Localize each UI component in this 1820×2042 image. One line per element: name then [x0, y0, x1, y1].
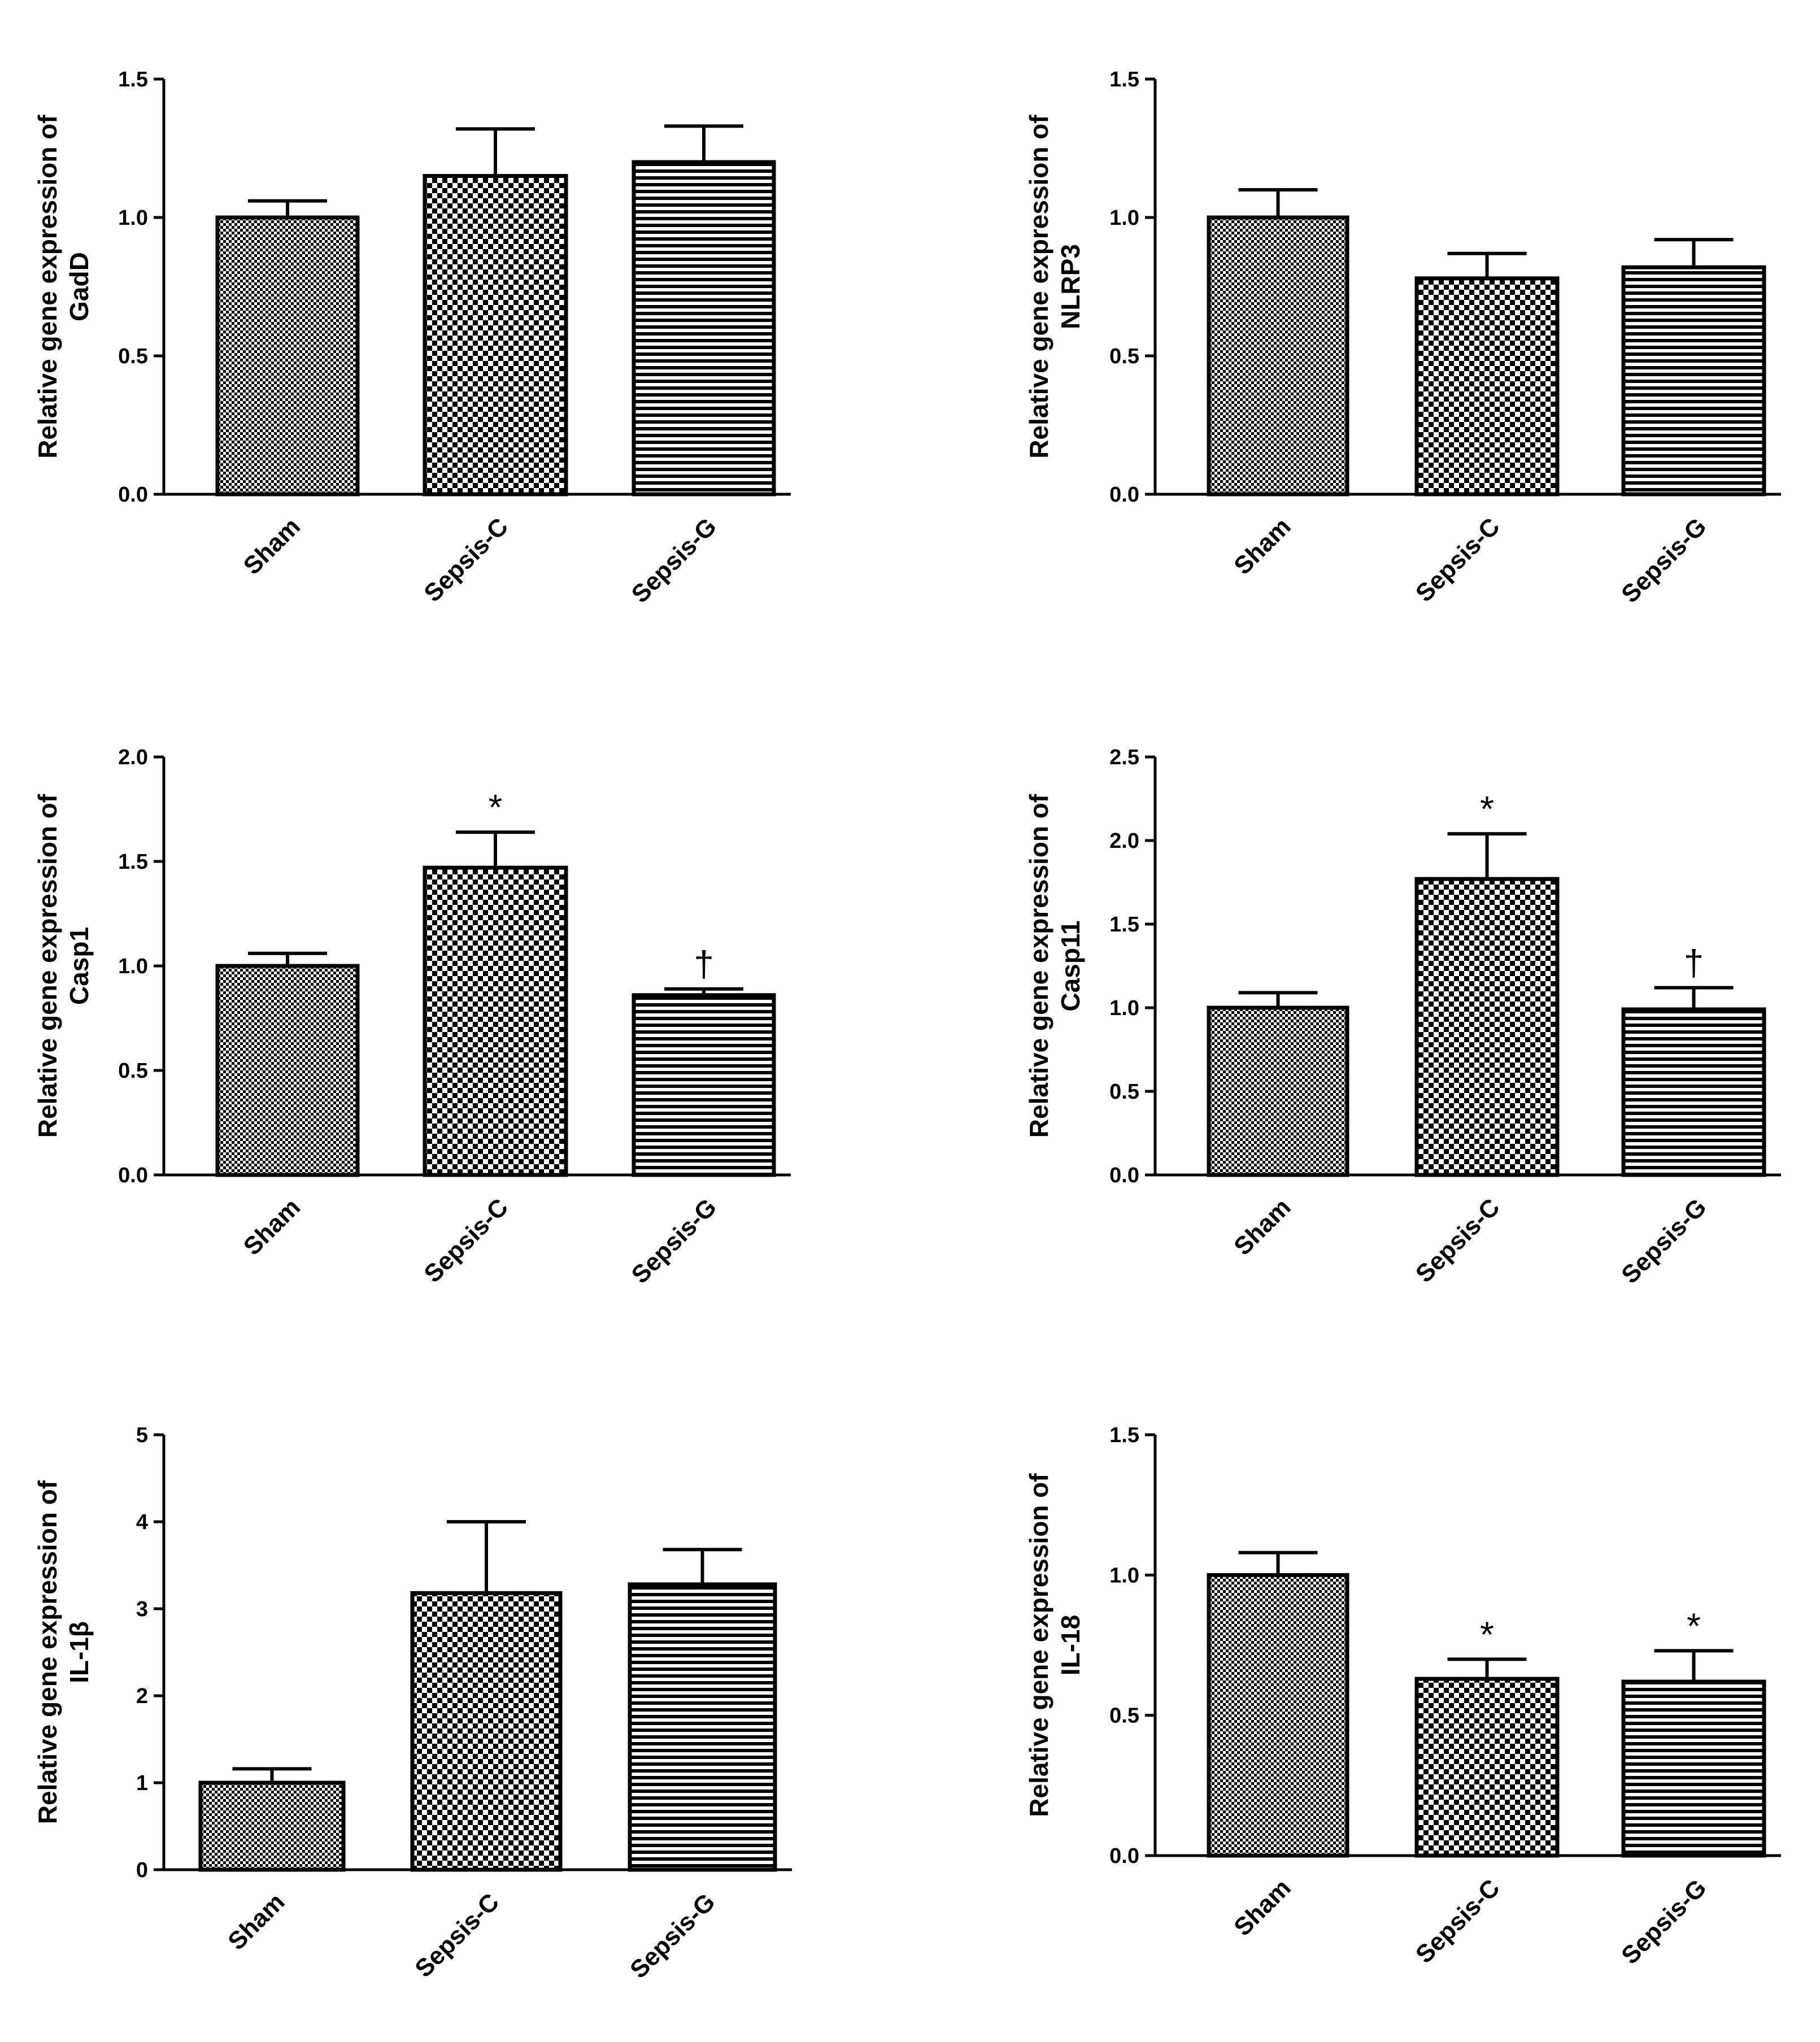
y-tick-label: 3	[136, 1597, 148, 1621]
y-axis-title: Relative gene expression ofIL-18	[1024, 1473, 1085, 1817]
y-tick-label: 2.0	[1109, 829, 1139, 853]
y-tick-label: 0.0	[1109, 1164, 1139, 1187]
category-label: Sepsis-C	[1410, 1874, 1505, 1969]
category-label: Sepsis-G	[1616, 512, 1712, 608]
y-axis-title-line: GadD	[64, 252, 94, 321]
category-label: Sepsis-C	[410, 1888, 504, 1983]
category-label: Sham	[223, 1888, 290, 1955]
category-label: Sham	[238, 1193, 306, 1260]
category-label: Sepsis-C	[1410, 1193, 1505, 1288]
y-tick-label: 1	[136, 1771, 148, 1795]
bar-sepsis-c	[423, 865, 568, 1177]
y-tick-label: 0	[136, 1858, 148, 1882]
y-tick-label: 1.0	[1109, 996, 1139, 1020]
y-axis-title-line: Relative gene expression of	[1024, 115, 1053, 459]
bar-sham	[1207, 1573, 1349, 1858]
category-label: Sepsis-C	[419, 512, 513, 607]
y-tick-label: 2.5	[1109, 746, 1139, 769]
y-axis-title: Relative gene expression ofNLRP3	[1024, 115, 1085, 459]
chart-panel-5: 0 1 2 3 4 5 Relative gene expression ofIL-1β Sh…	[33, 1423, 792, 1984]
y-tick-label: 0.5	[1109, 1704, 1139, 1728]
category-label: Sepsis-C	[419, 1193, 513, 1288]
bar-sham	[215, 964, 360, 1177]
y-axis-title: Relative gene expression ofCasp1	[33, 794, 94, 1138]
chart-panel-2: 0.0 0.5 1.0 1.5 Relative gene expression ofN…	[1024, 68, 1781, 608]
significance-marker: †	[694, 944, 714, 985]
bar-sepsis-c	[1414, 276, 1560, 497]
y-tick-label: 1.5	[1109, 913, 1139, 937]
bar-sepsis-c	[1414, 1677, 1560, 1858]
bar-sepsis-g	[1621, 265, 1766, 497]
y-tick-label: 1.0	[1109, 206, 1139, 230]
y-axis-title-line: Relative gene expression of	[33, 115, 62, 459]
y-axis-title-line: IL-18	[1056, 1615, 1085, 1675]
y-tick-label: 0.5	[1109, 1080, 1139, 1104]
y-axis-title-line: Relative gene expression of	[33, 1480, 62, 1824]
y-tick-label: 1.5	[118, 850, 148, 874]
y-axis-title: Relative gene expression ofIL-1β	[33, 1480, 94, 1824]
y-tick-label: 4	[136, 1510, 148, 1534]
y-tick-label: 0.5	[118, 1059, 148, 1083]
category-label: Sepsis-G	[626, 512, 722, 608]
y-tick-label: 0.0	[118, 1164, 148, 1187]
y-axis-title-line: Casp1	[64, 927, 94, 1005]
y-tick-label: 1.0	[1109, 1564, 1139, 1587]
y-axis-title-line: Relative gene expression of	[1024, 1473, 1053, 1817]
category-label: Sepsis-G	[626, 1193, 722, 1289]
y-tick-label: 2.0	[118, 746, 148, 769]
y-axis-title-line: Relative gene expression of	[1024, 794, 1053, 1138]
category-label: Sham	[238, 512, 306, 580]
y-tick-label: 0.0	[1109, 1844, 1139, 1868]
y-axis-title-line: Relative gene expression of	[33, 794, 62, 1138]
chart-panel-6: 0.0 0.5 1.0 1.5 Relative gene expression ofI…	[1024, 1423, 1781, 1970]
y-tick-label: 5	[136, 1423, 148, 1447]
chart-panel-4: 0.0 0.5 1.0 1.5 2.0 2.5 Relative gene expressi…	[1024, 746, 1781, 1289]
y-axis-title-line: Casp11	[1056, 920, 1085, 1011]
significance-marker: †	[1684, 942, 1704, 983]
bar-sepsis-c	[423, 174, 568, 497]
bar-sham	[198, 1780, 346, 1872]
y-tick-label: 0.5	[118, 345, 148, 368]
y-axis-title: Relative gene expression ofCasp11	[1024, 794, 1085, 1138]
y-axis-title-line: NLRP3	[1056, 244, 1085, 329]
y-tick-label: 2	[136, 1684, 148, 1708]
y-tick-label: 1.0	[118, 206, 148, 230]
category-label: Sham	[1229, 512, 1296, 580]
bar-sham	[215, 215, 360, 497]
significance-marker: *	[489, 787, 503, 828]
significance-marker: *	[1480, 789, 1494, 829]
y-tick-label: 1.5	[1109, 1423, 1139, 1447]
y-tick-label: 0.0	[1109, 483, 1139, 507]
y-tick-label: 1.5	[1109, 68, 1139, 92]
y-tick-label: 1.5	[118, 68, 148, 92]
category-label: Sham	[1229, 1193, 1296, 1260]
y-axis-title: Relative gene expression ofGadD	[33, 115, 94, 459]
category-label: Sepsis-C	[1410, 512, 1505, 607]
bar-sepsis-c	[1414, 877, 1560, 1177]
category-label: Sepsis-G	[1616, 1874, 1712, 1970]
bar-sepsis-g	[628, 1582, 777, 1872]
significance-marker: *	[1480, 1614, 1494, 1655]
category-label: Sepsis-G	[1616, 1193, 1712, 1289]
bar-sham	[1207, 1005, 1349, 1177]
bar-sepsis-c	[410, 1591, 563, 1872]
chart-panel-3: 0.0 0.5 1.0 1.5 2.0 Relative gene expression …	[33, 746, 791, 1289]
y-axis-title-line: IL-1β	[64, 1621, 94, 1683]
bar-sepsis-g	[1621, 1007, 1766, 1177]
category-label: Sham	[1229, 1874, 1296, 1941]
chart-panel-1: 0.0 0.5 1.0 1.5 Relative gene expression ofG…	[33, 68, 791, 608]
y-tick-label: 1.0	[118, 955, 148, 978]
bar-sepsis-g	[632, 993, 776, 1177]
significance-marker: *	[1687, 1605, 1701, 1646]
bar-sham	[1207, 215, 1349, 497]
y-tick-label: 0.0	[118, 483, 148, 507]
bar-sepsis-g	[632, 160, 776, 497]
category-label: Sepsis-G	[625, 1888, 721, 1984]
bar-sepsis-g	[1621, 1679, 1766, 1858]
y-tick-label: 0.5	[1109, 345, 1139, 368]
